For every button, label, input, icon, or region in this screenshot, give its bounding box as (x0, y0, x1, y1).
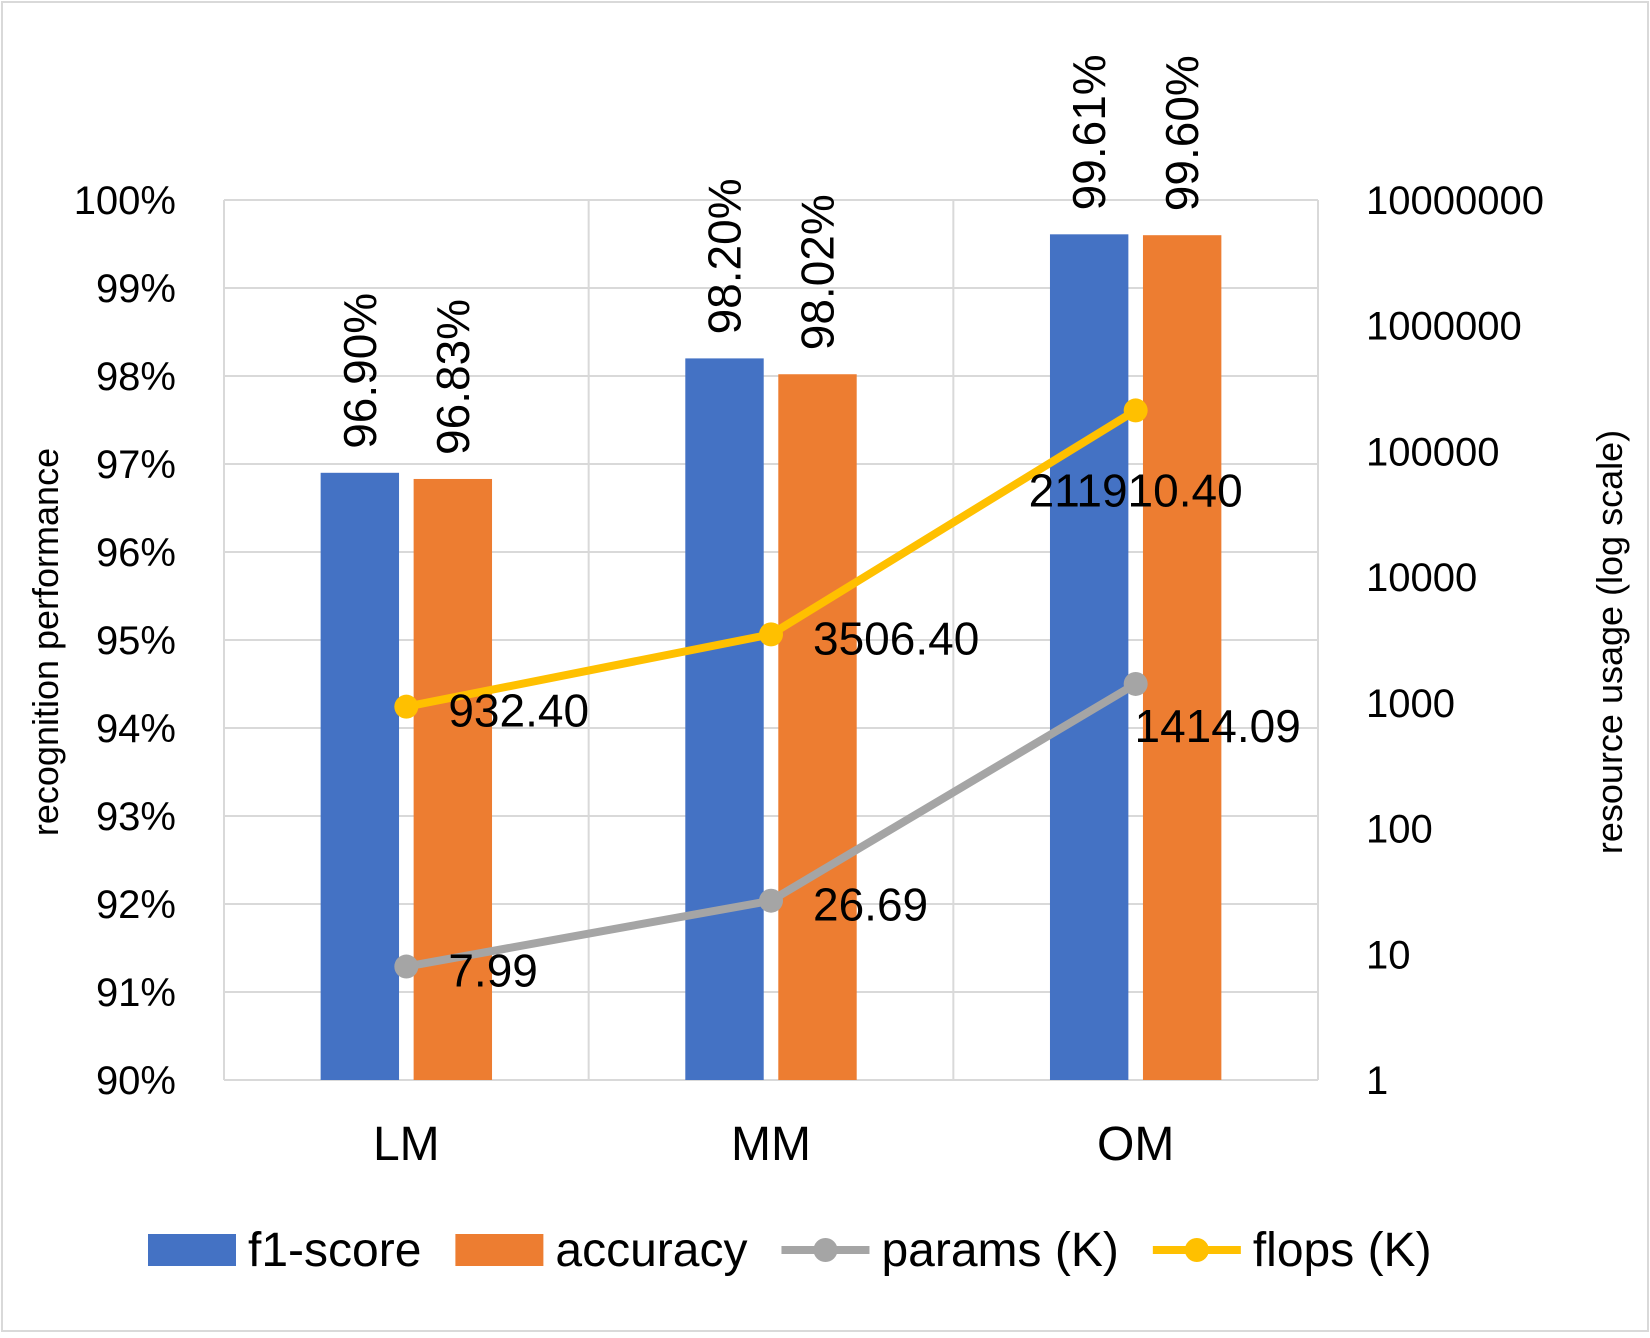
y2-tick-label: 10000 (1366, 556, 1477, 600)
bar-f1-score-OM (1049, 234, 1129, 1080)
y-tick-label: 100% (74, 179, 176, 223)
y2-tick-label: 1000000 (1366, 305, 1522, 349)
gridlines (223, 199, 1319, 1081)
y-tick-label: 93% (96, 795, 176, 839)
line-value-label: 26.69 (813, 879, 928, 931)
y2-tick-label: 100 (1366, 808, 1433, 852)
y-tick-label: 99% (96, 267, 176, 311)
bar-value-label: 98.02% (791, 194, 843, 350)
bars (320, 234, 1222, 1081)
legend-marker-flops (K) (1184, 1238, 1209, 1262)
y-tick-label: 90% (96, 1059, 176, 1103)
y-tick-label: 92% (96, 883, 176, 927)
bar-value-label: 98.20% (699, 178, 751, 334)
axes: 90% 91% 92% 93% 94% 95% 96% 97% 98% 99% 100% 1 10 100… (74, 179, 1544, 1171)
x-tick-label: LM (373, 1118, 440, 1171)
marker-flops (K)-LM (394, 694, 419, 719)
y-axis-title: recognition performance (25, 448, 66, 836)
lines (394, 398, 1148, 979)
line-value-label: 1414.09 (1135, 700, 1301, 752)
y-tick-label: 94% (96, 707, 176, 751)
bar-accuracy-LM (413, 478, 493, 1081)
legend-marker-params (K) (813, 1238, 838, 1262)
y2-tick-label: 1000 (1366, 682, 1455, 726)
y-tick-label: 91% (96, 971, 176, 1015)
x-tick-label: MM (731, 1118, 811, 1171)
y2-tick-label: 10000000 (1366, 179, 1544, 223)
legend-label: params (K) (881, 1224, 1118, 1277)
legend-swatch-accuracy (455, 1234, 544, 1266)
bar-f1-score-LM (320, 472, 400, 1080)
legend-label: accuracy (555, 1224, 747, 1277)
bar-value-label: 96.83% (427, 299, 479, 455)
y-tick-label: 97% (96, 443, 176, 487)
y2-tick-label: 1 (1366, 1059, 1388, 1103)
legend-label: f1-score (248, 1224, 421, 1277)
y-tick-label: 95% (96, 619, 176, 663)
line-value-label: 211910.40 (1029, 464, 1243, 516)
x-tick-label: OM (1097, 1118, 1174, 1171)
bar-value-label: 99.61% (1063, 54, 1115, 210)
y2-tick-label: 100000 (1366, 430, 1499, 474)
legend-swatch-f1-score (148, 1234, 236, 1266)
marker-params (K)-MM (759, 888, 783, 913)
marker-params (K)-LM (394, 954, 419, 979)
line-value-label: 932.40 (448, 685, 589, 737)
data-labels: 96.90% 98.20% 99.61% 96.83% 98.02% 99.60% 7.99… (334, 54, 1301, 996)
y2-axis-title: resource usage (log scale) (1589, 430, 1630, 854)
marker-flops (K)-OM (1123, 398, 1148, 423)
marker-flops (K)-MM (759, 622, 783, 647)
bar-value-label: 96.90% (334, 293, 386, 449)
legend: f1-score accuracy params (K) flops (K) (148, 1224, 1432, 1277)
y2-tick-label: 10 (1366, 933, 1411, 977)
legend-label: flops (K) (1253, 1224, 1432, 1277)
bar-accuracy-OM (1142, 235, 1222, 1080)
line-value-label: 7.99 (448, 945, 538, 997)
y-tick-label: 98% (96, 355, 176, 399)
bar-value-label: 99.60% (1156, 55, 1208, 211)
y-tick-label: 96% (96, 531, 176, 575)
marker-params (K)-OM (1123, 671, 1148, 696)
line-value-label: 3506.40 (813, 612, 979, 664)
bar-f1-score-MM (685, 358, 764, 1080)
bar-accuracy-MM (778, 374, 857, 1080)
